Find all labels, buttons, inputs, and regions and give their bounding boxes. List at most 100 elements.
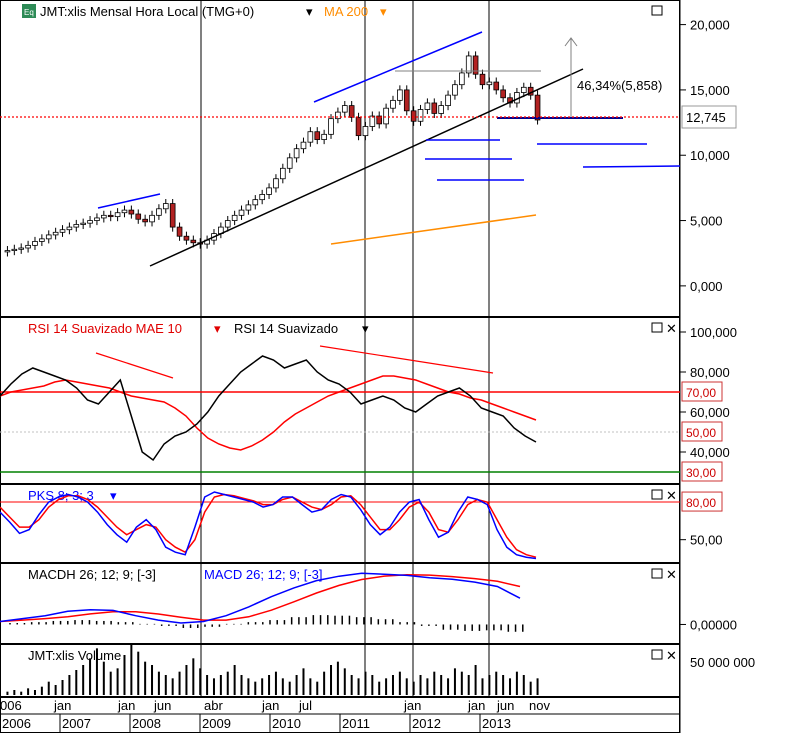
candle-body[interactable] (472, 55, 479, 75)
candle-body[interactable] (156, 208, 162, 216)
candle-body[interactable] (452, 84, 458, 96)
candle-body[interactable] (403, 89, 410, 112)
candle-body[interactable] (190, 239, 197, 244)
candle-body[interactable] (135, 213, 142, 220)
candle-body[interactable] (121, 209, 128, 214)
candle-body[interactable] (376, 115, 383, 125)
rsi-dropdown-chevron[interactable]: ▾ (214, 321, 221, 336)
time-axis-month: jan (117, 698, 135, 713)
candle-body[interactable] (59, 229, 66, 233)
candle-body[interactable] (410, 110, 417, 122)
candle-body[interactable] (114, 212, 121, 218)
candle-body[interactable] (328, 118, 334, 135)
maximize-icon[interactable] (651, 5, 663, 16)
support-line[interactable] (582, 165, 681, 168)
candle-body[interactable] (520, 86, 527, 93)
price-drawings: 46,34%(5,858) (0, 31, 681, 267)
pks-dropdown-chevron[interactable]: ▾ (110, 488, 117, 503)
trendline-support[interactable] (149, 68, 584, 267)
candle-body[interactable] (445, 94, 451, 106)
candle-body[interactable] (224, 220, 231, 228)
candle-body[interactable] (390, 99, 396, 109)
candle-body[interactable] (11, 248, 18, 251)
rsi-dropdown-chevron-2[interactable]: ▾ (362, 321, 369, 336)
candle-body[interactable] (341, 105, 348, 113)
candle-body[interactable] (273, 178, 279, 189)
candle-body[interactable] (438, 105, 444, 114)
candle-body[interactable] (355, 116, 362, 137)
candle-body[interactable] (383, 107, 389, 125)
candle-body[interactable] (417, 109, 424, 122)
pks-level-box (681, 491, 723, 512)
candle-body[interactable] (500, 89, 506, 99)
candle-body[interactable] (266, 187, 272, 195)
candle-body[interactable] (101, 214, 107, 219)
candle-body[interactable] (25, 244, 31, 249)
candle-body[interactable] (128, 209, 135, 215)
candle-body[interactable] (259, 194, 265, 201)
candle-body[interactable] (66, 226, 73, 231)
ma-dropdown-chevron[interactable]: ▾ (380, 4, 387, 19)
candle-body[interactable] (162, 203, 169, 210)
rsi-divergence-line[interactable] (95, 352, 174, 379)
candle-body[interactable] (307, 131, 314, 143)
candle-body[interactable] (176, 226, 183, 237)
candle-body[interactable] (362, 126, 369, 137)
close-icon[interactable]: ✕ (666, 567, 677, 582)
candle-body[interactable] (348, 105, 355, 118)
candle-body[interactable] (80, 222, 86, 225)
candle-body[interactable] (280, 167, 286, 180)
candle-body[interactable] (369, 115, 376, 127)
candle-body[interactable] (107, 214, 114, 218)
candle-body[interactable] (231, 214, 238, 221)
candle-body[interactable] (321, 133, 327, 140)
candle-body[interactable] (183, 235, 190, 241)
pks-panel-frame (0, 484, 680, 563)
candle-body[interactable] (94, 217, 100, 221)
candle-body[interactable] (149, 214, 155, 223)
close-icon[interactable]: ✕ (666, 488, 677, 503)
dropdown-chevron[interactable]: ▾ (306, 4, 313, 19)
last-price-label: 12,745 (686, 110, 726, 125)
candle-body[interactable] (245, 204, 252, 211)
candle-body[interactable] (238, 209, 245, 216)
candle-body[interactable] (314, 131, 321, 140)
trendline-blue-2007[interactable] (97, 193, 161, 209)
candle-body[interactable] (142, 218, 148, 223)
candle-body[interactable] (335, 111, 341, 120)
maximize-icon[interactable] (651, 568, 663, 579)
trendline-blue-channel[interactable] (313, 31, 483, 103)
candle-body[interactable] (486, 81, 493, 86)
time-axis-month: jun (153, 698, 171, 713)
maximize-icon[interactable] (651, 649, 663, 660)
candle-body[interactable] (52, 231, 59, 236)
candle-body[interactable] (479, 73, 486, 86)
maximize-icon[interactable] (651, 322, 663, 333)
candle-body[interactable] (397, 89, 403, 101)
candle-body[interactable] (87, 220, 93, 224)
eq-badge[interactable] (22, 4, 36, 18)
candle-body[interactable] (4, 250, 11, 253)
time-axis-year: 2006 (2, 716, 31, 731)
rsi-divergence-line[interactable] (319, 345, 494, 374)
close-icon[interactable]: ✕ (666, 648, 677, 663)
candle-body[interactable] (32, 241, 38, 246)
candle-body[interactable] (73, 224, 80, 228)
candle-body[interactable] (293, 148, 300, 159)
candle-body[interactable] (286, 157, 293, 169)
candle-body[interactable] (300, 141, 307, 150)
close-icon[interactable]: ✕ (666, 321, 677, 336)
candle-body[interactable] (252, 199, 259, 206)
maximize-icon[interactable] (651, 489, 663, 500)
candle-body[interactable] (45, 234, 52, 240)
candle-body[interactable] (424, 102, 431, 110)
candle-body[interactable] (534, 94, 541, 121)
candle-body[interactable] (493, 81, 500, 91)
candle-body[interactable] (459, 72, 465, 86)
candle-body[interactable] (18, 247, 25, 250)
candle-body[interactable] (465, 55, 472, 74)
candle-body[interactable] (431, 102, 438, 114)
candle-body[interactable] (169, 203, 176, 228)
rsi-legend-2: RSI 14 Suavizado (234, 321, 338, 336)
candle-body[interactable] (39, 238, 45, 242)
